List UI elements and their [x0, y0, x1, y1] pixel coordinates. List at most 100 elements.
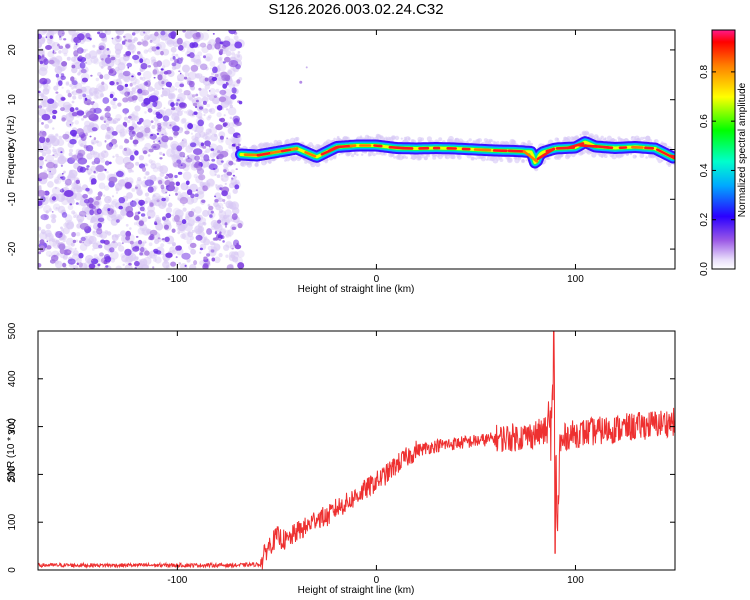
noise-blob	[124, 162, 135, 169]
noise-speck	[226, 215, 230, 218]
noise-blob	[180, 57, 184, 61]
noise-blob	[123, 111, 126, 114]
noise-blob	[79, 222, 89, 230]
noise-speck	[61, 47, 69, 55]
noise-blob	[108, 176, 118, 183]
noise-speck	[172, 243, 176, 247]
noise-speck	[226, 206, 230, 209]
noise-blob	[134, 150, 139, 156]
noise-speck	[206, 56, 211, 61]
noise-blob	[165, 212, 172, 219]
noise-blob	[62, 262, 67, 268]
noise-speck	[144, 192, 150, 197]
noise-speck	[177, 231, 181, 235]
ridge-peak	[388, 145, 406, 150]
noise-blob	[188, 210, 195, 218]
ridge-halo	[579, 133, 582, 136]
noise-blob	[198, 174, 206, 181]
noise-speck	[299, 80, 303, 84]
noise-speck	[131, 254, 134, 257]
noise-blob	[203, 256, 208, 260]
noise-blob	[168, 186, 175, 192]
ridge-halo	[560, 154, 563, 158]
noise-speck	[48, 239, 51, 242]
ridge-halo	[267, 159, 272, 164]
noise-speck	[88, 50, 98, 60]
noise-speck	[212, 152, 217, 157]
noise-blob	[38, 172, 49, 180]
noise-blob	[139, 252, 144, 256]
noise-speck	[159, 71, 164, 75]
noise-blob	[175, 245, 180, 251]
noise-blob	[228, 160, 234, 166]
noise-speck	[197, 51, 203, 57]
noise-speck	[230, 169, 235, 174]
noise-blob	[89, 135, 92, 138]
noise-speck	[115, 265, 122, 269]
noise-blob	[187, 123, 194, 130]
noise-speck	[85, 58, 93, 66]
noise-blob	[132, 54, 140, 61]
noise-blob	[231, 226, 237, 230]
noise-speck	[233, 162, 236, 166]
ridge-halo	[338, 153, 341, 156]
noise-speck	[225, 254, 229, 258]
noise-speck	[162, 121, 168, 127]
noise-speck	[116, 191, 118, 194]
ridge-peak	[545, 147, 556, 153]
noise-speck	[125, 177, 129, 181]
noise-blob	[175, 102, 179, 106]
noise-speck	[194, 206, 202, 214]
noise-speck	[171, 41, 175, 45]
noise-speck	[87, 210, 90, 213]
noise-blob	[179, 151, 186, 158]
noise-blob	[111, 37, 114, 40]
noise-blob	[103, 120, 106, 123]
ridge-peak	[327, 146, 338, 152]
ridge-halo	[405, 156, 408, 160]
noise-speck	[117, 245, 125, 252]
noise-speck	[185, 145, 194, 153]
noise-speck	[74, 247, 77, 250]
noise-blob	[209, 214, 213, 218]
noise-blob	[225, 225, 227, 228]
noise-speck	[92, 230, 96, 234]
noise-speck	[109, 250, 119, 260]
noise-speck	[174, 81, 181, 88]
noise-blob	[138, 117, 144, 123]
snr-x-tick-label: 0	[374, 575, 380, 586]
noise-blob	[97, 222, 102, 228]
ridge-halo	[361, 153, 364, 156]
noise-blob	[47, 98, 55, 104]
snr-frame	[37, 330, 676, 571]
noise-blob	[52, 51, 54, 54]
noise-blob	[116, 219, 120, 223]
noise-speck	[135, 161, 140, 166]
noise-blob	[72, 239, 77, 244]
noise-speck	[138, 259, 142, 263]
noise-speck	[156, 233, 161, 238]
noise-speck	[97, 152, 105, 160]
noise-speck	[87, 172, 91, 176]
noise-speck	[119, 132, 125, 138]
noise-speck	[163, 144, 168, 149]
noise-speck	[55, 133, 59, 137]
noise-blob	[158, 180, 163, 185]
noise-blob	[46, 245, 52, 250]
noise-blob	[127, 39, 132, 43]
noise-blob	[142, 150, 148, 155]
noise-speck	[54, 186, 58, 190]
noise-speck	[100, 93, 104, 98]
noise-speck	[78, 95, 83, 100]
noise-speck	[67, 172, 76, 181]
noise-blob	[194, 155, 201, 162]
noise-blob	[171, 228, 176, 233]
noise-speck	[48, 196, 52, 200]
noise-blob	[129, 136, 133, 140]
noise-blob	[163, 71, 169, 75]
noise-blob	[65, 178, 72, 186]
colorbar-gradient	[712, 30, 735, 269]
noise-speck	[162, 253, 165, 256]
noise-speck	[218, 208, 223, 214]
colorbar-tick-label: 0.0	[699, 262, 710, 276]
